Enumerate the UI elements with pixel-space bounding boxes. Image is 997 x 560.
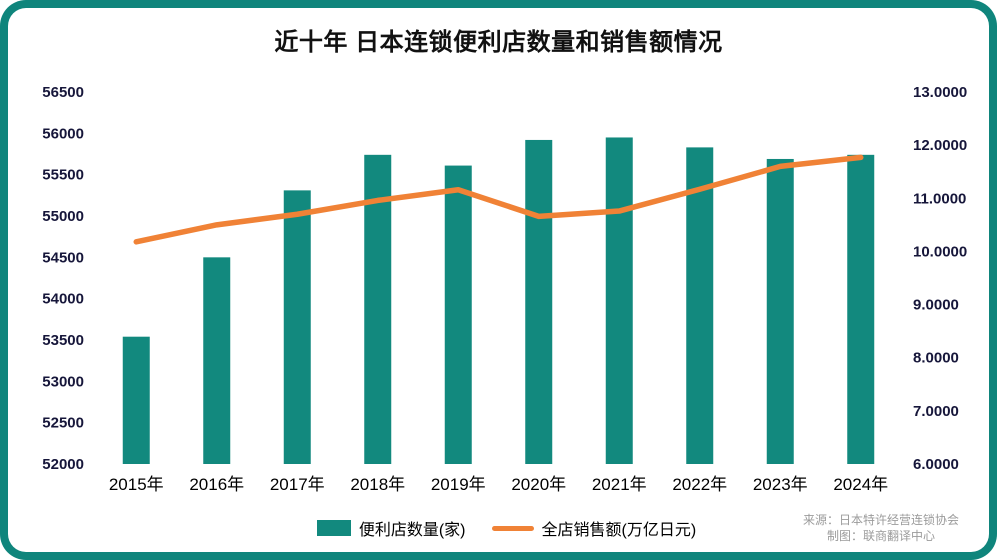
line-series-swatch	[491, 525, 534, 531]
svg-text:53500: 53500	[42, 332, 84, 349]
svg-text:56000: 56000	[42, 125, 84, 142]
credit-line: 制图：联商翻译中心	[826, 529, 935, 543]
svg-text:2019年: 2019年	[431, 475, 486, 494]
svg-text:54500: 54500	[42, 249, 84, 266]
svg-text:2017年: 2017年	[270, 475, 325, 494]
svg-text:54000: 54000	[42, 291, 84, 308]
svg-text:13.0000: 13.0000	[913, 84, 967, 101]
svg-text:2015年: 2015年	[109, 475, 164, 494]
legend-sales-label: 全店销售额(万亿日元)	[541, 522, 697, 539]
svg-text:56500: 56500	[42, 84, 84, 101]
svg-text:55500: 55500	[42, 167, 84, 184]
legend-item-stores: 便利店数量(家)	[316, 516, 466, 540]
svg-text:11.0000: 11.0000	[913, 190, 966, 207]
svg-text:2022年: 2022年	[672, 475, 727, 494]
svg-text:53000: 53000	[42, 373, 84, 390]
svg-text:55000: 55000	[42, 208, 84, 225]
svg-text:10.0000: 10.0000	[913, 243, 967, 260]
svg-text:8.0000: 8.0000	[913, 350, 959, 367]
svg-text:2024年: 2024年	[833, 475, 888, 494]
chart-legend: 便利店数量(家) 全店销售额(万亿日元)	[8, 516, 997, 540]
bar-series-swatch	[316, 520, 351, 536]
svg-text:52000: 52000	[42, 456, 84, 473]
source-note: 来源：日本特许经营连锁协会 制图：联商翻译中心	[803, 512, 959, 544]
svg-text:9.0000: 9.0000	[913, 297, 959, 314]
chart-panel: 近十年 日本连锁便利店数量和销售额情况 52000 52500 53000 53500…	[8, 8, 989, 552]
svg-text:12.0000: 12.0000	[913, 137, 967, 154]
svg-text:6.0000: 6.0000	[913, 456, 959, 473]
legend-stores-label: 便利店数量(家)	[358, 522, 466, 539]
svg-text:2020年: 2020年	[511, 475, 566, 494]
svg-text:52500: 52500	[42, 415, 84, 432]
svg-text:7.0000: 7.0000	[913, 403, 959, 420]
legend-item-sales: 全店销售额(万亿日元)	[491, 516, 697, 540]
svg-text:2023年: 2023年	[753, 475, 808, 494]
svg-text:2018年: 2018年	[350, 475, 405, 494]
chart-plot: 52000 52500 53000 53500 54000 54500 55000 55500…	[42, 84, 967, 494]
source-line: 来源：日本特许经营连锁协会	[802, 513, 959, 527]
chart-title: 近十年 日本连锁便利店数量和销售额情况	[274, 29, 723, 56]
svg-text:2021年: 2021年	[592, 475, 647, 494]
svg-text:2016年: 2016年	[189, 475, 244, 494]
